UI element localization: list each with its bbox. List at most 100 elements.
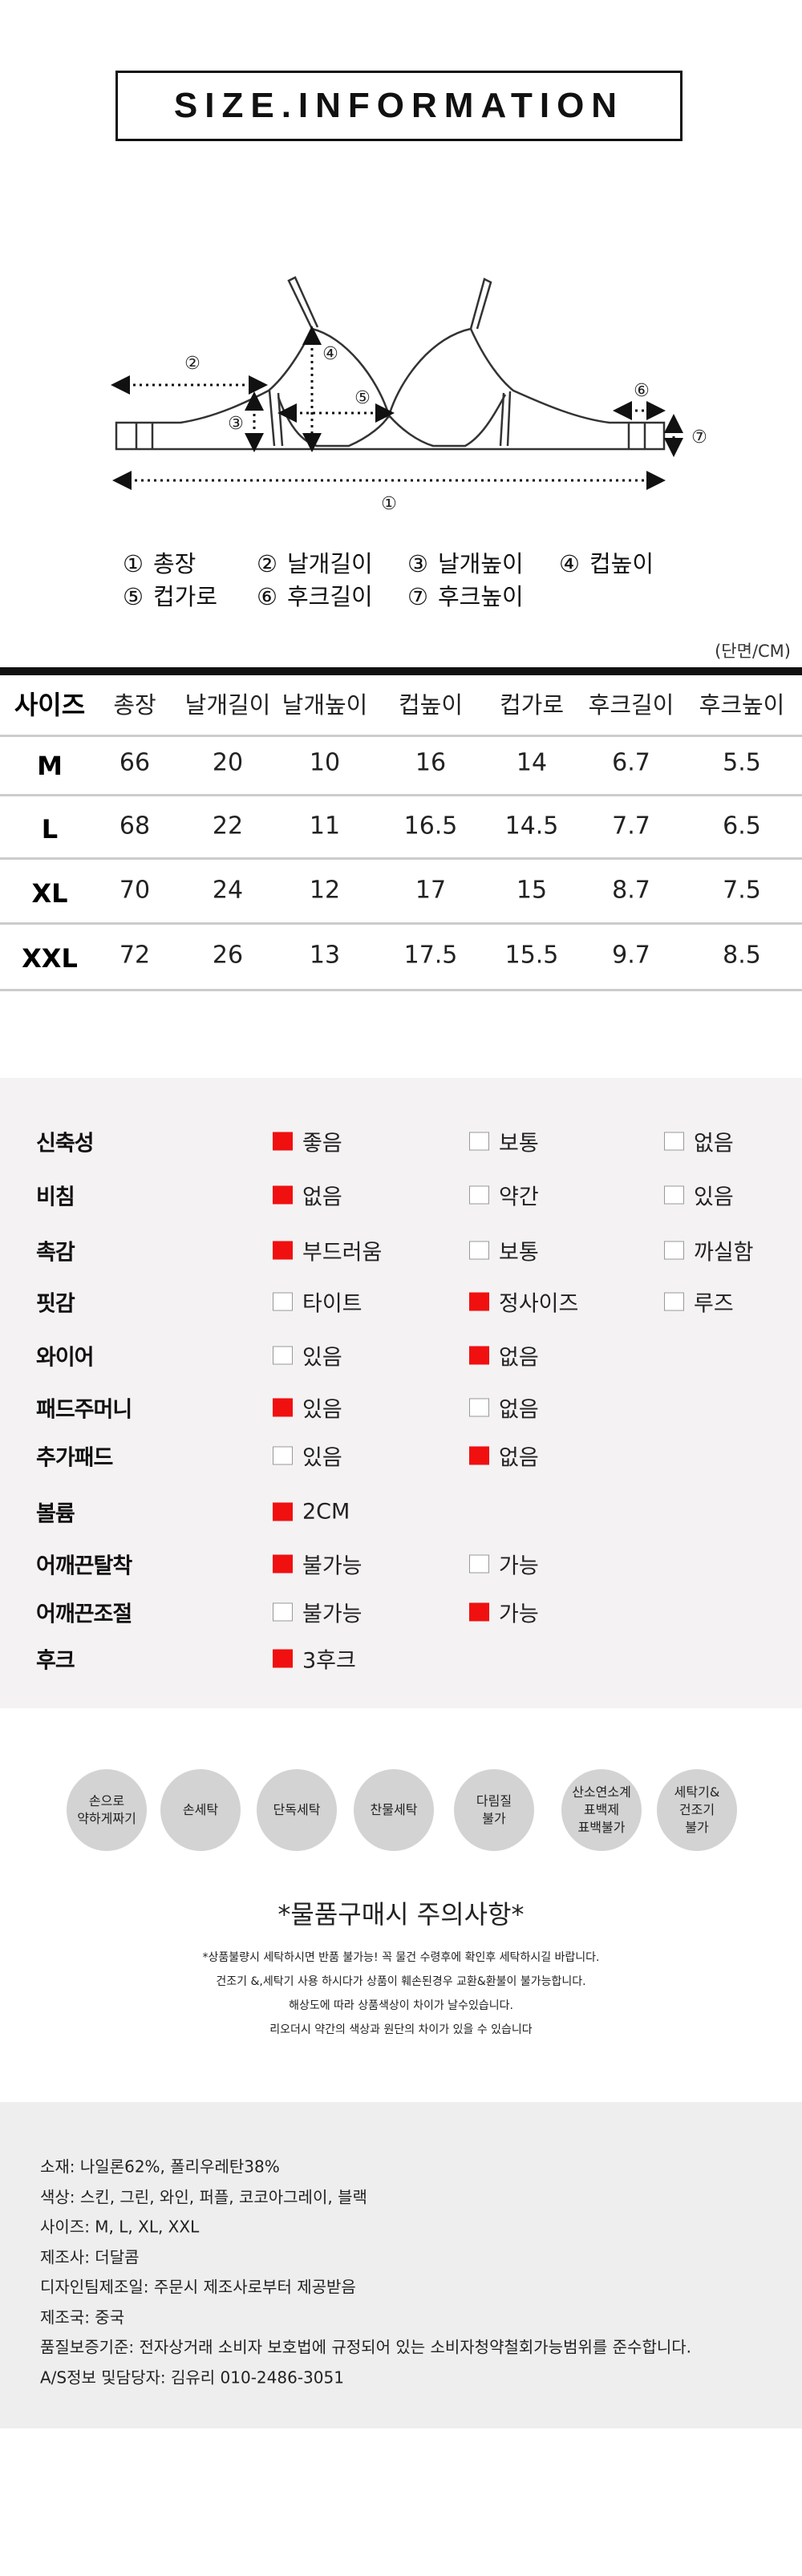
feature-option: 보통 — [469, 1235, 539, 1266]
option-text: 정사이즈 — [499, 1291, 579, 1317]
legend-label: 날개길이 — [287, 550, 373, 577]
table-cell: 22 — [212, 812, 244, 840]
table-header: 총장 — [113, 691, 156, 719]
option-text: 부드러움 — [302, 1240, 383, 1266]
table-header: 사이즈 — [14, 690, 86, 720]
checked-box — [273, 1649, 293, 1668]
feature-label: 핏감 — [36, 1291, 75, 1317]
feature-label: 신축성 — [36, 1131, 95, 1156]
option-text: 불가능 — [302, 1602, 363, 1627]
table-cell: 15 — [516, 876, 548, 905]
row-divider — [0, 794, 802, 796]
info-line: 품질보증기준: 전자상거래 소비자 보호법에 규정되어 있는 소비자청약철회가능… — [40, 2337, 691, 2357]
bra-diagram: ① ② ③ ④ ⑤ ⑥ ⑦ — [111, 276, 707, 514]
left-strap — [287, 276, 319, 330]
feature-option: 루즈 — [664, 1286, 734, 1318]
option-text: 좋음 — [302, 1131, 342, 1156]
left-cup-lower — [277, 396, 391, 448]
care-title: *물품구매시 주의사항* — [277, 1899, 525, 1930]
table-cell: 7.5 — [723, 876, 761, 905]
option-text: 불가능 — [302, 1553, 363, 1579]
table-cell: 24 — [212, 876, 244, 905]
checked-box — [273, 1185, 293, 1205]
info-line: 색상: 스킨, 그린, 와인, 퍼플, 코코아그레이, 블랙 — [40, 2187, 367, 2206]
option-text: 없음 — [302, 1185, 342, 1210]
feature-option: 약간 — [469, 1180, 539, 1211]
care-note: 리오더시 약간의 색상과 원단의 차이가 있을 수 있습니다 — [269, 2023, 533, 2036]
row-divider — [0, 857, 802, 860]
table-cell: 13 — [309, 941, 341, 970]
option-text: 없음 — [499, 1445, 539, 1471]
marker-6: ⑥ — [634, 381, 650, 401]
feature-option: 없음 — [664, 1126, 734, 1157]
unchecked-box — [664, 1185, 684, 1205]
option-text: 있음 — [302, 1345, 342, 1371]
table-cell: 17.5 — [403, 941, 458, 970]
size-label: L — [41, 814, 59, 844]
table-cell: 6.7 — [612, 748, 650, 777]
unchecked-box — [273, 1446, 293, 1465]
unchecked-box — [469, 1185, 489, 1205]
row-divider — [0, 922, 802, 925]
table-cell: 72 — [119, 941, 151, 970]
care-icon: 산소연소계 표백제 표백불가 — [561, 1769, 642, 1851]
feature-option: 정사이즈 — [469, 1286, 578, 1318]
table-cell: 20 — [212, 748, 244, 777]
table-cell: 6.5 — [723, 812, 761, 840]
checked-box — [469, 1292, 489, 1311]
table-cell: 14.5 — [504, 812, 559, 840]
unchecked-box — [273, 1602, 293, 1622]
right-strap — [469, 277, 492, 330]
info-line: 사이즈: M, L, XL, XXL — [40, 2217, 200, 2237]
table-cell: 14 — [516, 748, 548, 777]
option-text: 타이트 — [302, 1291, 363, 1317]
option-text: 약간 — [499, 1185, 539, 1210]
right-cup-lower — [388, 394, 507, 448]
table-cell: 7.7 — [612, 812, 650, 840]
legend-number: ⑥ — [257, 583, 277, 610]
checked-box — [273, 1398, 293, 1417]
option-text: 없음 — [499, 1345, 539, 1371]
legend-number: ③ — [407, 550, 428, 577]
option-text: 보통 — [499, 1240, 539, 1266]
table-cell: 8.5 — [723, 941, 761, 970]
table-cell: 26 — [212, 941, 244, 970]
info-line: 제조국: 중국 — [40, 2307, 125, 2327]
legend-item: ⑥ 후크길이 — [257, 578, 373, 612]
feature-option: 까실함 — [664, 1235, 754, 1266]
table-cell: 5.5 — [723, 748, 761, 777]
feature-option: 3후크 — [273, 1643, 356, 1675]
checked-box — [273, 1502, 293, 1521]
table-cell: 17 — [415, 876, 447, 905]
feature-option: 있음 — [273, 1392, 342, 1424]
table-cell: 16 — [415, 748, 447, 777]
unchecked-box — [469, 1241, 489, 1260]
size-label: XL — [31, 878, 68, 909]
checked-box — [469, 1446, 489, 1465]
feature-label: 비침 — [36, 1185, 75, 1210]
marker-4: ④ — [322, 344, 338, 364]
legend-item: ⑦ 후크높이 — [407, 578, 524, 612]
feature-option: 없음 — [469, 1440, 539, 1472]
page-title: SIZE.INFORMATION — [173, 86, 625, 125]
unchecked-box — [664, 1132, 684, 1151]
option-text: 가능 — [499, 1553, 539, 1579]
legend-item: ③ 날개높이 — [407, 545, 524, 579]
product-info — [0, 2102, 802, 2428]
feature-option: 타이트 — [273, 1286, 363, 1318]
unchecked-box — [469, 1398, 489, 1417]
table-cell: 66 — [119, 748, 151, 777]
feature-label: 추가패드 — [36, 1445, 113, 1471]
care-icon: 찬물세탁 — [354, 1769, 434, 1851]
unchecked-box — [273, 1346, 293, 1365]
feature-option: 부드러움 — [273, 1235, 382, 1266]
feature-label: 패드주머니 — [36, 1397, 132, 1423]
legend-item: ① 총장 — [123, 545, 196, 579]
table-header: 날개높이 — [282, 691, 368, 719]
unchecked-box — [664, 1292, 684, 1311]
legend-number: ② — [257, 550, 277, 577]
unchecked-box — [273, 1292, 293, 1311]
unchecked-box — [469, 1554, 489, 1574]
legend-number: ⑦ — [407, 583, 428, 610]
legend-item: ④ 컵높이 — [559, 545, 654, 579]
